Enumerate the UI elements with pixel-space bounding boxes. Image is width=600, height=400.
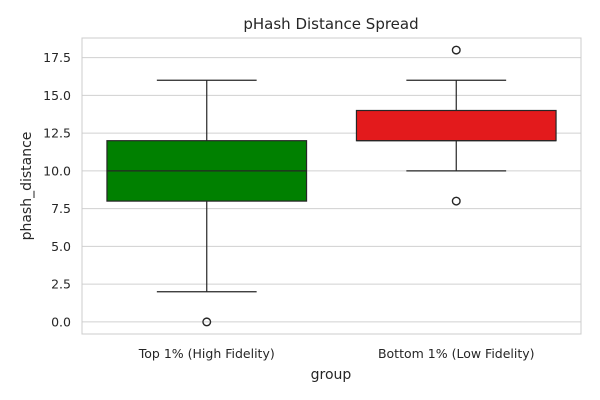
outlier-point [451, 45, 461, 55]
y-tick-label: 15.0 [43, 88, 71, 103]
y-tick-label: 10.0 [43, 163, 71, 178]
x-tick-label: Bottom 1% (Low Fidelity) [378, 346, 535, 361]
x-tick-label: Top 1% (High Fidelity) [138, 346, 275, 361]
y-tick-label: 2.5 [51, 277, 71, 292]
y-tick-label: 17.5 [43, 50, 71, 65]
box-group [106, 79, 308, 327]
outlier-point [451, 196, 461, 206]
y-tick-label: 5.0 [51, 239, 71, 254]
y-axis-label: phash_distance [19, 132, 35, 241]
y-tick-label: 12.5 [43, 126, 71, 141]
chart-title: pHash Distance Spread [243, 15, 418, 33]
plot-frame [81, 37, 582, 335]
iqr-box [355, 109, 557, 142]
box-layer [106, 45, 557, 327]
y-tick-label: 0.0 [51, 314, 71, 329]
x-axis-label: group [311, 367, 352, 383]
outlier-point [202, 317, 212, 327]
x-tick-labels: Top 1% (High Fidelity) Bottom 1% (Low Fid… [138, 346, 535, 361]
box-group [355, 45, 557, 206]
y-tick-labels: 0.0 2.5 5.0 7.5 10.0 12.5 15.0 17.5 [43, 50, 71, 329]
y-tick-label: 7.5 [51, 201, 71, 216]
